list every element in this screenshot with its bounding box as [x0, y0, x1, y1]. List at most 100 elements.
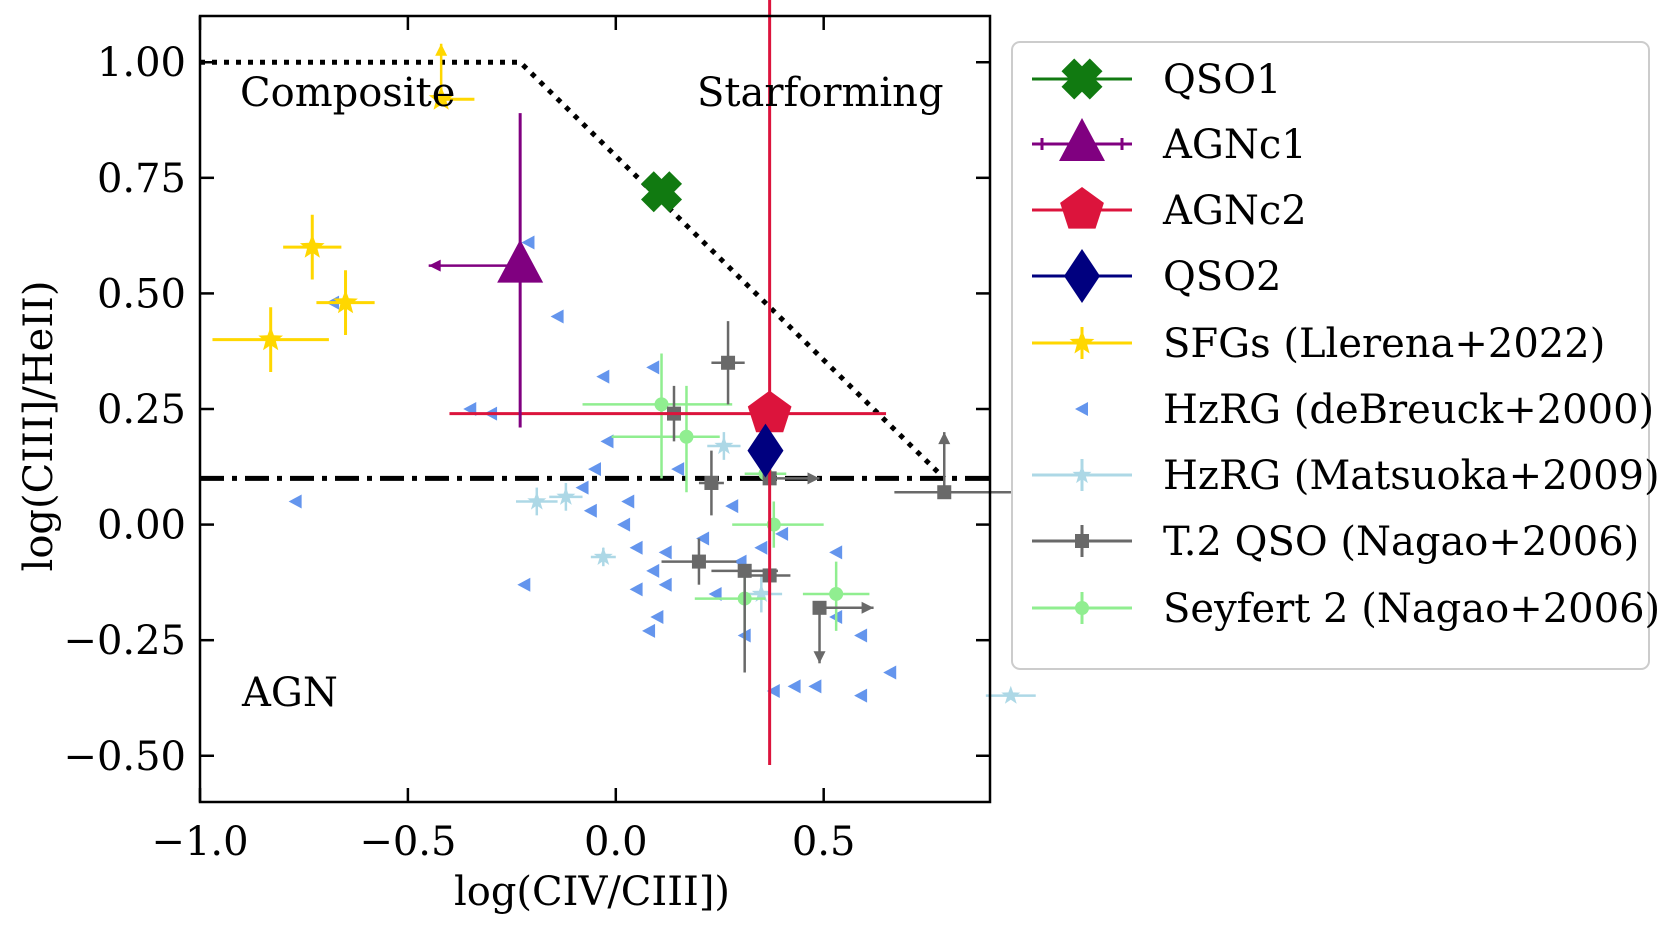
series-hzrg_db: [288, 235, 897, 703]
point-hzrg_db-9: [646, 360, 660, 375]
axes-frame-layer: −1.0 −0.5 0.0 0.5 1.00 0.75 0.50 0.25 0.00 −0.25 −…: [63, 14, 992, 865]
point-hzrg_db-37: [621, 494, 635, 509]
point-agnc2-0: [747, 390, 792, 433]
point-sfg-0-arrow-head: [435, 43, 448, 56]
point-hzrg_db-36: [725, 499, 739, 514]
legend-symbol-t2qso: [1032, 525, 1132, 557]
point-hzrg_m-0: [527, 491, 547, 510]
point-hzrg_m-5: [1001, 685, 1021, 704]
point-t2qso-7-arrow-head: [938, 432, 951, 445]
point-hzrg_db-29: [854, 628, 868, 643]
legend-symbol-agnc1-marker: [1059, 118, 1105, 161]
legend-label-agnc1: AGNc1: [1162, 122, 1307, 168]
point-hzrg_db-18: [696, 531, 710, 546]
legend-symbol-sey2: [1032, 592, 1132, 624]
point-qso1-0: [641, 171, 683, 213]
region-label-starforming: Starforming: [697, 70, 944, 116]
point-agnc1-0: [497, 239, 544, 283]
legend-symbol-sfg: [1032, 327, 1132, 359]
point-hzrg_db-6: [596, 369, 610, 384]
series-hzrg_m: [516, 432, 1036, 704]
point-hzrg_db-25: [787, 679, 801, 694]
point-t2qso-6: [812, 600, 827, 615]
legend-symbol-agnc2: [1032, 187, 1132, 229]
point-hzrg_db-0: [288, 494, 302, 509]
region-label-agn: AGN: [241, 670, 338, 716]
legend-symbol-hzrg_m-marker: [1072, 465, 1092, 484]
point-hzrg_db-16: [642, 623, 656, 638]
point-t2qso-6-arrow-right-head: [861, 601, 874, 614]
series-sfg: [212, 43, 475, 373]
legend-label-t2qso: T.2 QSO (Nagao+2006): [1163, 519, 1639, 565]
region-label-composite: Composite: [240, 70, 455, 116]
point-sfg-3: [258, 326, 283, 351]
series-sey2: [582, 353, 870, 641]
point-hzrg_db-4: [521, 235, 535, 250]
point-sfg-2: [333, 289, 358, 314]
point-t2qso-7: [937, 485, 952, 500]
point-sey2-0: [654, 397, 669, 412]
legend: QSO1 AGNc1 AGNc2 QSO2 SFGs (Llerena+2022…: [1011, 41, 1660, 670]
legend-symbol-agnc1: [1032, 118, 1132, 161]
point-hzrg_m-4: [751, 583, 771, 602]
point-agnc1-0-arrow-head: [428, 259, 441, 272]
y-tick-label-5: −0.25: [63, 618, 186, 664]
legend-symbol-qso1-marker: [1061, 58, 1103, 100]
point-hzrg_db-31: [883, 665, 897, 680]
point-hzrg_m-2: [593, 547, 613, 565]
point-t2qso-3: [691, 554, 706, 569]
point-hzrg_db-13: [646, 563, 660, 578]
legend-label-qso1: QSO1: [1163, 57, 1281, 103]
legend-label-hzrg-debreuck: HzRG (deBreuck+2000): [1163, 387, 1654, 433]
series-qso2: [747, 423, 784, 478]
y-tick-label-1: 0.75: [97, 156, 186, 202]
point-hzrg_db-27: [829, 545, 843, 560]
series-agnc1: [428, 113, 544, 428]
point-hzrg_db-7: [583, 503, 597, 518]
point-sey2-1: [679, 429, 694, 444]
y-axis-label: log(CIII]/HeII): [16, 281, 62, 572]
legend-label-sfg: SFGs (Llerena+2022): [1163, 321, 1605, 367]
plot-data-layer: [200, 0, 1036, 766]
legend-label-hzrg-matsuoka: HzRG (Matsuoka+2009): [1163, 453, 1660, 499]
point-hzrg_db-8: [600, 434, 614, 449]
point-t2qso-0: [721, 355, 736, 370]
point-t2qso-4: [737, 563, 752, 578]
legend-symbol-sfg-marker: [1069, 330, 1095, 354]
point-hzrg_db-30: [854, 688, 868, 703]
point-sfg-1: [299, 234, 325, 258]
point-hzrg_m-3: [714, 436, 734, 455]
legend-symbol-hzrg_m: [1032, 459, 1132, 491]
point-t2qso-2: [704, 475, 719, 490]
x-axis-label: log(CIV/CIII]): [454, 869, 730, 915]
point-hzrg_db-24: [766, 684, 780, 699]
point-hzrg_db-32: [517, 577, 531, 592]
point-sey2-5: [829, 586, 844, 601]
point-hzrg_db-23: [775, 526, 789, 541]
legend-label-seyfert2: Seyfert 2 (Nagao+2006): [1163, 586, 1660, 632]
legend-symbol-qso1-marker-bar-b: [1061, 58, 1103, 100]
x-tick-label-2: 0.0: [584, 819, 648, 865]
y-tick-label-2: 0.50: [97, 271, 186, 317]
point-hzrg_db-10: [588, 462, 601, 477]
point-hzrg_db-34: [658, 545, 672, 560]
x-tick-label-1: −0.5: [359, 819, 456, 865]
point-hzrg_db-5: [550, 309, 564, 324]
point-hzrg_db-12: [629, 540, 643, 555]
legend-symbol-qso2: [1032, 249, 1132, 303]
y-tick-label-6: −0.50: [63, 734, 186, 780]
series-t2qso: [657, 321, 1020, 673]
x-tick-label-0: −1.0: [151, 819, 248, 865]
point-hzrg_db-22: [754, 540, 768, 555]
legend-symbol-t2qso-marker: [1075, 534, 1089, 548]
legend-symbols: [1032, 58, 1132, 624]
point-hzrg_db-14: [650, 610, 664, 625]
series-qso1: [641, 171, 683, 213]
point-hzrg_db-26: [808, 679, 822, 694]
legend-symbol-qso2-marker: [1064, 249, 1100, 303]
point-t2qso-8-arrow-head: [807, 472, 820, 485]
legend-symbol-hzrg_db-marker: [1075, 402, 1088, 416]
point-hzrg_db-15: [658, 577, 672, 592]
point-hzrg_db-33: [629, 582, 643, 597]
